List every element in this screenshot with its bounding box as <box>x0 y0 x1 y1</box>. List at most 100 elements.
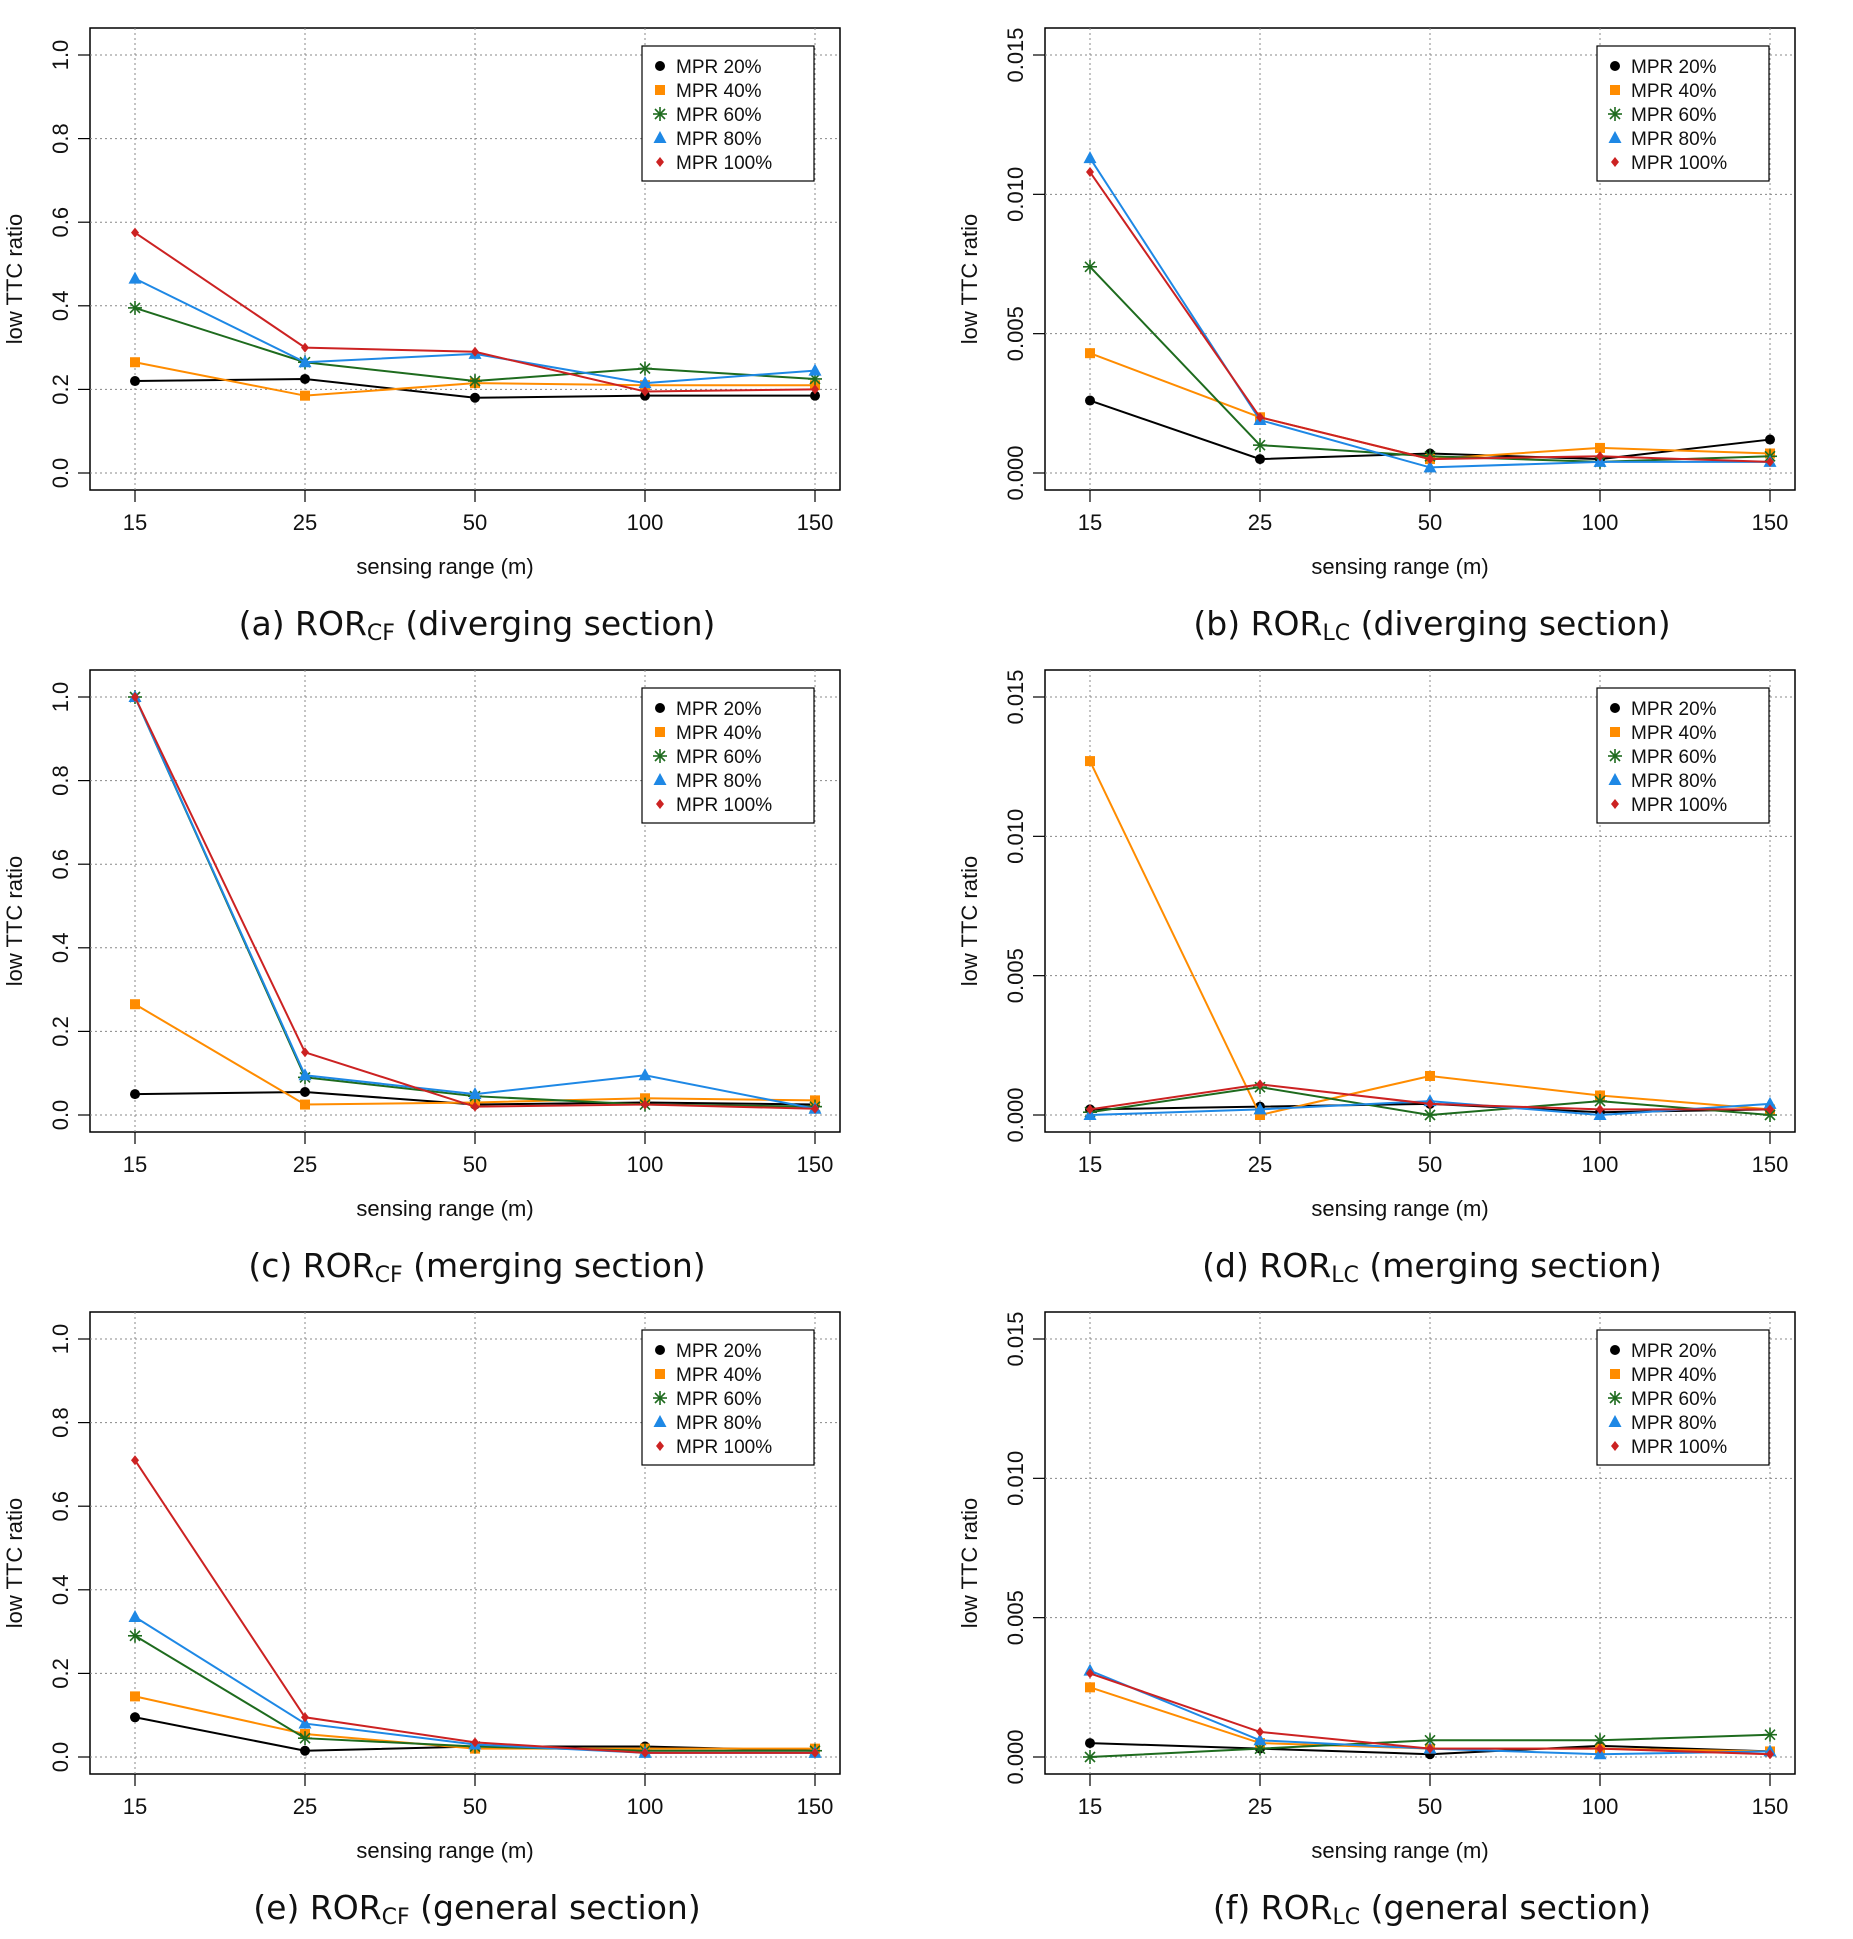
x-tick-label: 25 <box>1248 510 1272 535</box>
legend-label: MPR 80% <box>1631 771 1717 792</box>
x-tick-label: 15 <box>123 1794 147 1819</box>
x-tick-label: 15 <box>1078 1794 1102 1819</box>
data-point <box>1085 395 1095 406</box>
legend-label: MPR 20% <box>1631 699 1717 720</box>
x-tick-label: 25 <box>1248 1794 1272 1819</box>
data-point <box>301 342 309 353</box>
data-point <box>130 376 140 387</box>
legend-label: MPR 20% <box>676 57 762 78</box>
legend-marker <box>655 85 665 95</box>
data-point <box>301 1712 309 1723</box>
legend-label: MPR 40% <box>1631 723 1717 744</box>
x-tick-label: 150 <box>1752 1152 1789 1177</box>
data-point <box>1766 456 1774 467</box>
legend-marker <box>653 773 667 785</box>
legend-label: MPR 60% <box>676 105 762 126</box>
legend: MPR 20% MPR 40% MPR 60% MPR 80% MPR 100% <box>641 1329 815 1466</box>
legend-label: MPR 20% <box>676 699 762 720</box>
caption-prefix: (e) ROR <box>253 1888 382 1927</box>
data-point <box>1425 1070 1435 1081</box>
data-point <box>1253 1102 1267 1115</box>
legend: MPR 20% MPR 40% MPR 60% MPR 80% MPR 100% <box>641 45 815 182</box>
x-tick-label: 25 <box>293 1794 317 1819</box>
legend-box <box>1596 1329 1770 1466</box>
chart-panel-c: 0.0 0.2 0.4 0.6 0.8 1.0 15 25 50 100 150 sensing ra… <box>2 669 841 1221</box>
caption-subscript: CF <box>366 621 395 646</box>
x-tick-label: 100 <box>1582 1152 1619 1177</box>
legend-label: MPR 20% <box>1631 57 1717 78</box>
legend-marker <box>653 1391 667 1405</box>
x-tick-label: 25 <box>293 510 317 535</box>
y-tick-label: 0.010 <box>1003 809 1028 864</box>
legend-label: MPR 100% <box>1631 795 1727 816</box>
legend: MPR 20% MPR 40% MPR 60% MPR 80% MPR 100% <box>1596 1329 1770 1466</box>
data-point <box>1255 1110 1265 1120</box>
x-tick-label: 15 <box>1078 510 1102 535</box>
panel-caption: (a) RORCF (diverging section) <box>27 604 927 646</box>
panel-caption: (b) RORLC (diverging section) <box>982 604 1853 646</box>
legend-marker <box>1610 85 1620 95</box>
data-point <box>1423 460 1437 473</box>
legend-marker <box>653 1415 667 1427</box>
legend-label: MPR 80% <box>676 771 762 792</box>
data-point <box>471 1101 479 1112</box>
panel-caption: (f) RORLC (general section) <box>982 1888 1853 1930</box>
x-tick-label: 15 <box>123 510 147 535</box>
plot-frame <box>89 1311 841 1775</box>
data-point <box>1596 1743 1604 1754</box>
legend-label: MPR 100% <box>676 153 772 174</box>
y-tick-label: 0.015 <box>1003 27 1028 82</box>
x-axis-title: sensing range (m) <box>1311 1196 1488 1221</box>
y-tick-label: 0.6 <box>48 849 73 880</box>
data-point <box>131 227 139 238</box>
y-axis-title: low TTC ratio <box>2 856 27 986</box>
y-tick-label: 0.2 <box>48 1658 73 1689</box>
plot-frame <box>1044 27 1796 491</box>
legend-box <box>641 687 815 824</box>
x-tick-label: 150 <box>1752 1794 1789 1819</box>
x-tick-label: 50 <box>463 1794 487 1819</box>
data-point <box>638 376 652 389</box>
data-point <box>1085 756 1095 767</box>
legend-marker <box>656 1441 664 1451</box>
data-point <box>130 357 140 368</box>
x-tick-label: 100 <box>1582 1794 1619 1819</box>
data-point <box>298 1731 312 1746</box>
legend-box <box>641 45 815 182</box>
y-tick-label: 0.0 <box>48 458 73 489</box>
legend: MPR 20% MPR 40% MPR 60% MPR 80% MPR 100% <box>1596 45 1770 182</box>
y-tick-label: 0.8 <box>48 1407 73 1438</box>
legend-label: MPR 60% <box>1631 105 1717 126</box>
data-point <box>1253 1741 1267 1756</box>
y-tick-label: 0.005 <box>1003 948 1028 1003</box>
caption-prefix: (c) ROR <box>248 1246 375 1285</box>
data-point <box>1426 1098 1434 1109</box>
data-point <box>1255 454 1265 465</box>
legend-label: MPR 40% <box>1631 81 1717 102</box>
y-tick-label: 0.8 <box>48 765 73 796</box>
x-tick-label: 15 <box>123 1152 147 1177</box>
data-point <box>128 1609 142 1622</box>
caption-suffix: (merging section) <box>1358 1246 1662 1285</box>
y-axis-title: low TTC ratio <box>2 1498 27 1628</box>
y-tick-label: 1.0 <box>48 1324 73 1355</box>
x-tick-label: 100 <box>1582 510 1619 535</box>
data-point <box>468 1087 482 1100</box>
data-point <box>1085 1682 1095 1693</box>
legend-label: MPR 20% <box>1631 1341 1717 1362</box>
series-mpr-40- <box>1085 348 1775 465</box>
legend-box <box>1596 687 1770 824</box>
y-tick-label: 0.2 <box>48 1016 73 1047</box>
data-point <box>130 1089 140 1100</box>
legend-marker <box>1610 703 1620 713</box>
x-tick-label: 50 <box>463 1152 487 1177</box>
x-axis-title: sensing range (m) <box>356 1838 533 1863</box>
x-tick-label: 100 <box>627 1152 664 1177</box>
data-point <box>471 346 479 357</box>
legend-label: MPR 60% <box>1631 1389 1717 1410</box>
y-tick-label: 0.0 <box>48 1100 73 1131</box>
y-tick-label: 0.000 <box>1003 1729 1028 1784</box>
y-axis-title: low TTC ratio <box>2 214 27 344</box>
y-tick-label: 0.8 <box>48 123 73 154</box>
caption-subscript: LC <box>1322 621 1351 646</box>
